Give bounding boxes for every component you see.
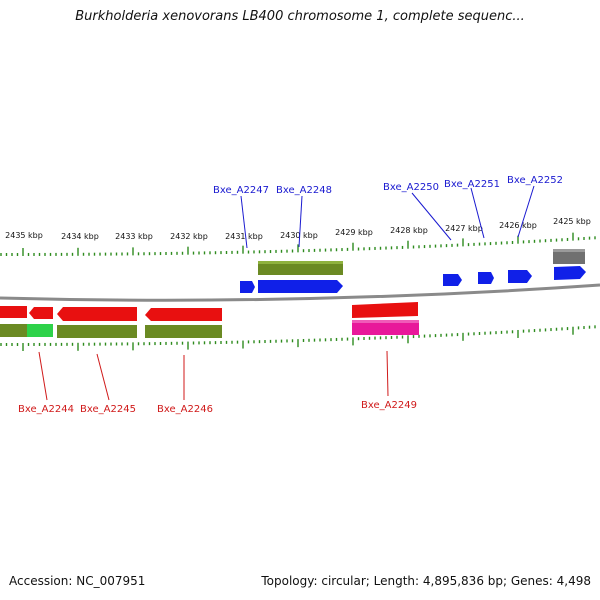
gene-label-top[interactable]: Bxe_A2252 <box>507 175 563 186</box>
accession-text: Accession: NC_007951 <box>9 574 146 588</box>
gene-gray[interactable] <box>553 249 585 264</box>
gene-blue-2251[interactable] <box>478 272 494 284</box>
leader-line <box>38 351 48 401</box>
scale-label: 2435 kbp <box>5 231 43 240</box>
leader-line <box>240 195 248 249</box>
leader-line <box>298 195 303 248</box>
gene-olive-2244[interactable] <box>0 324 27 337</box>
scale-labels: 2435 kbp 2434 kbp 2433 kbp 2432 kbp 2431… <box>5 217 591 241</box>
scale-label: 2428 kbp <box>390 226 428 235</box>
gene-olive-2248[interactable] <box>258 261 343 275</box>
gene-label-top[interactable]: Bxe_A2248 <box>276 185 332 196</box>
scale-label: 2430 kbp <box>280 231 318 240</box>
gene-red-2244a[interactable] <box>0 306 27 318</box>
top-leader-lines <box>240 185 535 249</box>
tick-row-bottom <box>0 325 596 351</box>
gene-blue-2247[interactable] <box>240 281 255 293</box>
gene-label-bottom[interactable]: Bxe_A2245 <box>80 404 136 415</box>
scale-label: 2425 kbp <box>553 217 591 226</box>
gene-olive-2245[interactable] <box>57 325 137 338</box>
gene-label-top[interactable]: Bxe_A2250 <box>383 182 439 193</box>
gene-red-2249[interactable] <box>352 302 418 318</box>
gene-blue-2253[interactable] <box>554 266 586 280</box>
map-title: Burkholderia xenovorans LB400 chromosome… <box>75 9 525 24</box>
gene-highlight <box>258 261 343 264</box>
scale-label: 2434 kbp <box>61 232 99 241</box>
gene-highlight <box>553 249 585 252</box>
leader-line <box>411 192 452 241</box>
genes-top-strand[interactable] <box>240 249 586 293</box>
top-gene-labels: Bxe_A2247 Bxe_A2248 Bxe_A2250 Bxe_A2251 … <box>213 175 563 196</box>
scale-label: 2426 kbp <box>499 221 537 230</box>
bottom-gene-labels: Bxe_A2244 Bxe_A2245 Bxe_A2246 Bxe_A2249 <box>18 400 417 415</box>
gene-label-top[interactable]: Bxe_A2247 <box>213 185 269 196</box>
genome-backbone <box>0 283 600 302</box>
leader-line <box>386 350 389 397</box>
leader-line <box>517 185 535 238</box>
gene-label-bottom[interactable]: Bxe_A2244 <box>18 404 74 415</box>
gene-red-2244b[interactable] <box>29 307 53 319</box>
gene-blue-2250[interactable] <box>443 274 462 286</box>
leader-line <box>96 353 110 401</box>
bottom-leader-lines <box>38 350 389 401</box>
scale-label: 2432 kbp <box>170 232 208 241</box>
gene-pink-2249[interactable] <box>352 320 419 335</box>
sequence-summary: Topology: circular; Length: 4,895,836 bp… <box>261 574 591 588</box>
gene-blue-2252[interactable] <box>508 270 532 283</box>
gene-red-2246[interactable] <box>145 308 222 321</box>
scale-label: 2427 kbp <box>445 224 483 233</box>
gene-blue-2248[interactable] <box>258 280 343 293</box>
gene-highlight <box>352 320 419 323</box>
gene-green-2244[interactable] <box>27 324 53 337</box>
gene-label-top[interactable]: Bxe_A2251 <box>444 179 500 190</box>
leader-line <box>470 187 485 239</box>
gene-red-2245[interactable] <box>57 307 137 321</box>
scale-label: 2429 kbp <box>335 228 373 237</box>
gene-label-bottom[interactable]: Bxe_A2249 <box>361 400 417 411</box>
scale-label: 2433 kbp <box>115 232 153 241</box>
gene-label-bottom[interactable]: Bxe_A2246 <box>157 404 213 415</box>
genes-bottom-strand[interactable] <box>0 302 419 338</box>
tick-row-top <box>0 232 596 256</box>
gene-olive-2246[interactable] <box>145 325 222 338</box>
scale-label: 2431 kbp <box>225 232 263 241</box>
